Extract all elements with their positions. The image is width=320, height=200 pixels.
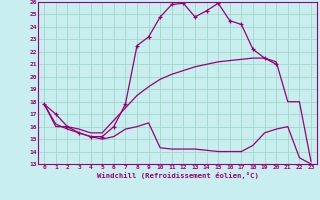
X-axis label: Windchill (Refroidissement éolien,°C): Windchill (Refroidissement éolien,°C) [97, 172, 259, 179]
